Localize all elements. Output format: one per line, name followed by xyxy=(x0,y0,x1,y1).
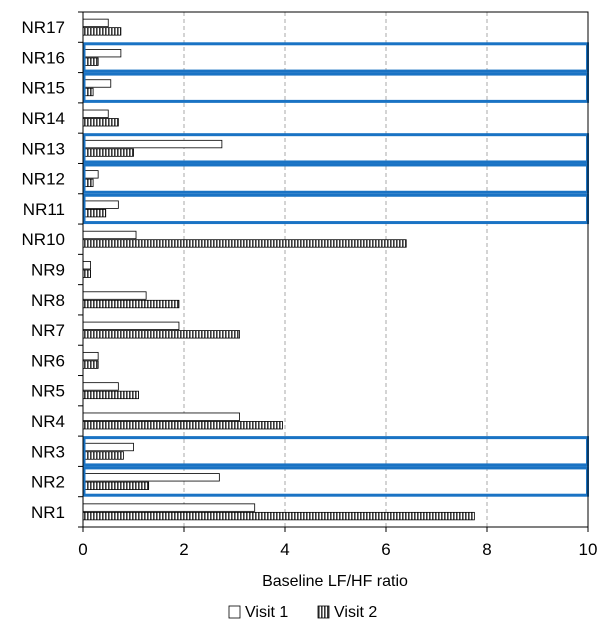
bar-visit1-nr1 xyxy=(82,503,256,512)
highlight-box-nr12 xyxy=(82,163,589,194)
bar-visit1-nr6 xyxy=(82,351,99,361)
bar-visit1-nr13 xyxy=(82,139,223,149)
bar-visit2-nr14 xyxy=(82,118,119,127)
bar-visit2-nr4 xyxy=(82,421,283,430)
bar-visit2-nr5 xyxy=(82,390,139,400)
bar-visit2-nr17 xyxy=(82,27,122,36)
category-label-nr10: NR10 xyxy=(22,230,65,249)
plot-frame xyxy=(82,11,589,528)
legend: Visit 1 Visit 2 xyxy=(228,604,377,621)
bar-visit1-nr14 xyxy=(82,109,109,118)
bar-visit2-nr3 xyxy=(82,451,124,460)
category-label-nr3: NR3 xyxy=(31,442,65,461)
category-label-nr17: NR17 xyxy=(22,18,65,37)
x-tick-label: 8 xyxy=(482,540,491,559)
bar-visit1-nr9 xyxy=(82,261,91,270)
legend-swatch-visit1 xyxy=(228,605,241,619)
bar-visit2-nr10 xyxy=(82,239,407,248)
x-tick-label: 10 xyxy=(579,540,598,559)
highlight-box-nr15 xyxy=(82,72,589,103)
highlight-box-nr16 xyxy=(82,42,589,73)
category-label-nr7: NR7 xyxy=(31,321,65,340)
legend-label-visit2: Visit 2 xyxy=(334,604,377,621)
bar-visit1-nr17 xyxy=(82,18,109,28)
category-label-nr4: NR4 xyxy=(31,412,65,431)
x-tick-label: 2 xyxy=(179,540,188,559)
highlight-box-nr13 xyxy=(82,133,589,164)
bar-visit2-nr7 xyxy=(82,330,240,339)
bar-visit1-nr16 xyxy=(82,49,122,58)
category-label-nr11: NR11 xyxy=(23,200,65,219)
gridlines xyxy=(183,12,488,527)
bar-visit2-nr13 xyxy=(82,148,134,157)
axes xyxy=(78,11,589,532)
highlight-box-nr2 xyxy=(82,466,589,497)
bar-visit1-nr2 xyxy=(82,473,220,482)
x-tick-label: 0 xyxy=(78,540,87,559)
category-label-nr15: NR15 xyxy=(22,79,65,98)
category-label-nr9: NR9 xyxy=(31,261,65,280)
bar-visit2-nr1 xyxy=(82,511,475,521)
category-label-nr12: NR12 xyxy=(22,170,65,189)
category-label-nr5: NR5 xyxy=(31,382,65,401)
category-label-nr1: NR1 xyxy=(31,503,65,522)
category-label-nr6: NR6 xyxy=(31,351,65,370)
bar-visit1-nr15 xyxy=(82,79,112,88)
category-label-nr16: NR16 xyxy=(22,48,65,67)
x-tick-label: 6 xyxy=(381,540,390,559)
bars xyxy=(82,18,475,521)
bar-visit2-nr2 xyxy=(82,481,150,490)
bar-visit2-nr9 xyxy=(82,269,91,278)
bar-visit1-nr4 xyxy=(82,412,240,421)
x-axis-title: Baseline LF/HF ratio xyxy=(262,573,408,590)
labels: 0 2 4 6 8 10 NR1 NR2 NR3 NR4 NR5 NR6 NR7 NR8 NR9 NR10 NR… xyxy=(22,18,598,559)
bar-visit2-nr8 xyxy=(82,299,180,309)
bar-visit2-nr6 xyxy=(82,360,99,369)
bar-visit1-nr10 xyxy=(82,230,137,240)
highlight-box-nr11 xyxy=(82,193,589,225)
bar-visit2-nr11 xyxy=(82,209,107,218)
x-tick-label: 4 xyxy=(280,540,289,559)
bar-visit1-nr11 xyxy=(82,200,119,209)
category-label-nr14: NR14 xyxy=(22,109,65,128)
bar-visit1-nr7 xyxy=(82,321,180,330)
bar-visit1-nr5 xyxy=(82,382,119,391)
category-label-nr2: NR2 xyxy=(31,473,65,492)
legend-swatch-visit2 xyxy=(317,605,330,619)
bar-visit1-nr3 xyxy=(82,442,134,452)
bar-visit1-nr8 xyxy=(82,291,147,300)
legend-label-visit1: Visit 1 xyxy=(245,604,288,621)
highlight-box-nr3 xyxy=(82,436,589,467)
category-label-nr13: NR13 xyxy=(22,139,65,158)
category-label-nr8: NR8 xyxy=(31,291,65,310)
